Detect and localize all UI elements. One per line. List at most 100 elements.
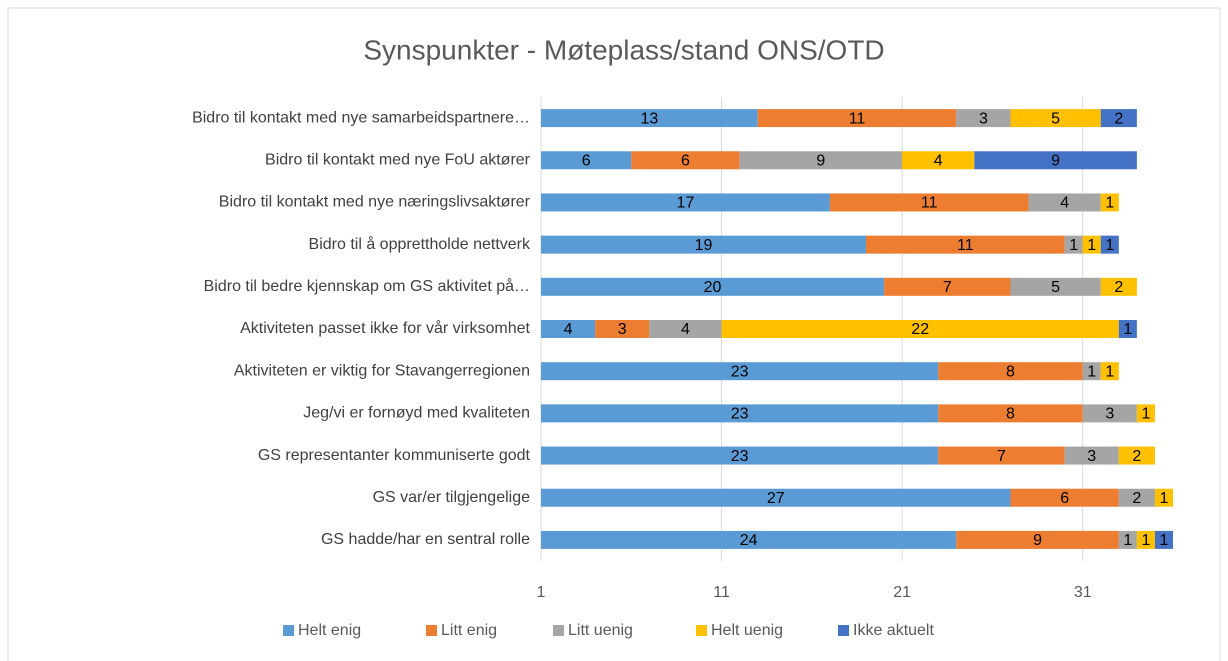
data-label: 8 [1006,363,1015,380]
data-label: 1 [1105,237,1114,254]
bar-segment [541,362,939,381]
bar-segment [1154,488,1173,507]
data-label: 1 [1105,363,1114,380]
y-tick-label: Aktiviteten er viktig for Stavangerregio… [234,362,530,379]
bar-segment [938,446,1065,465]
data-label: 1 [1123,321,1132,338]
bar-segment [1082,235,1101,254]
bar-segment [956,530,1119,549]
data-label: 6 [681,152,690,169]
data-label: 11 [957,237,974,254]
data-label: 1 [1087,237,1096,254]
bar-segment [1154,530,1173,549]
data-label: 5 [1051,279,1060,296]
data-label: 11 [849,110,866,127]
data-label: 23 [731,363,749,380]
data-label: 6 [582,152,591,169]
bar-segment [1118,446,1155,465]
data-label: 9 [816,152,825,169]
data-label: 2 [1132,448,1141,465]
data-label: 1 [1123,532,1132,549]
bar-segment [595,320,650,338]
data-label: 1 [1141,532,1150,549]
data-label: 1 [1160,532,1169,549]
bar-segment [938,404,1083,423]
data-label: 20 [704,279,722,296]
legend-label: Litt uenig [568,622,633,639]
bar-segment [1010,488,1119,507]
y-tick-label: GS var/er tilgjengelige [373,489,531,506]
data-label: 2 [1114,110,1123,127]
y-tick-label: GS hadde/har en sentral rolle [321,531,530,548]
bar-segment [631,151,740,170]
data-label: 27 [767,490,785,507]
bar-segment [902,151,975,170]
data-label: 19 [695,237,713,254]
bar-segment [956,109,1011,128]
y-tick-label: Aktiviteten passet ikke for vår virksomh… [240,319,530,337]
data-label: 22 [911,321,929,338]
bar-segment [1100,277,1137,296]
bar-segment [541,277,885,296]
bar-segment [541,193,830,212]
data-label: 1 [1160,490,1169,507]
bar-segment [1118,530,1137,549]
bar-segment [541,109,758,128]
data-label: 23 [731,448,749,465]
bar-segment [541,530,957,549]
legend-swatch [553,625,564,636]
data-label: 11 [921,195,938,212]
legend-label: Litt enig [441,622,497,639]
bar-segment [721,320,1119,338]
bar-segment [1118,320,1137,338]
y-tick-label: GS representanter kommuniserte godt [258,447,531,464]
bar-segment [1136,530,1155,549]
bar-segment [649,320,722,338]
y-tick-label: Bidro til bedre kjennskap om GS aktivite… [204,277,530,295]
data-label: 1 [1141,406,1150,423]
bar-segment [938,362,1083,381]
bar-segment [1010,277,1101,296]
bar-segment [541,151,632,170]
y-tick-label: Bidro til kontakt med nye FoU aktører [265,151,531,168]
y-tick-label: Bidro til å opprettholde nettverk [309,235,531,253]
bar-segment [1136,404,1155,423]
legend-label: Ikke aktuelt [853,622,934,639]
bar-segment [1118,488,1155,507]
bar-segment [541,320,596,338]
bar-segment [541,446,939,465]
legend-label: Helt enig [298,622,361,639]
data-label: 6 [1060,490,1069,507]
bar-segment [541,235,867,254]
x-tick-label: 1 [537,584,546,601]
bar-segment [866,235,1065,254]
bar-segment [1064,235,1083,254]
data-label: 4 [564,321,573,338]
data-label: 5 [1051,110,1060,127]
x-tick-label: 31 [1074,584,1092,601]
x-tick-label: 21 [893,584,911,601]
bar-segment [1100,235,1119,254]
data-label: 2 [1132,490,1141,507]
data-label: 17 [677,195,695,212]
legend-swatch [696,625,707,636]
legend-swatch [426,625,437,636]
bar-segment [1100,109,1137,128]
data-label: 1 [1087,363,1096,380]
chart-title: Synspunkter - Møteplass/stand ONS/OTD [363,34,884,65]
data-label: 3 [618,321,627,338]
bar-segment [884,277,1011,296]
bar-segment [1082,404,1137,423]
legend-swatch [838,625,849,636]
legend-label: Helt uenig [711,622,783,639]
bar-segment [1082,362,1101,381]
data-label: 7 [997,448,1006,465]
y-tick-label: Jeg/vi er fornøyd med kvaliteten [303,405,530,422]
bar-segment [1100,362,1119,381]
data-label: 2 [1114,279,1123,296]
x-tick-label: 11 [713,584,730,601]
data-label: 23 [731,406,749,423]
data-label: 1 [1105,195,1114,212]
data-label: 4 [934,152,943,169]
